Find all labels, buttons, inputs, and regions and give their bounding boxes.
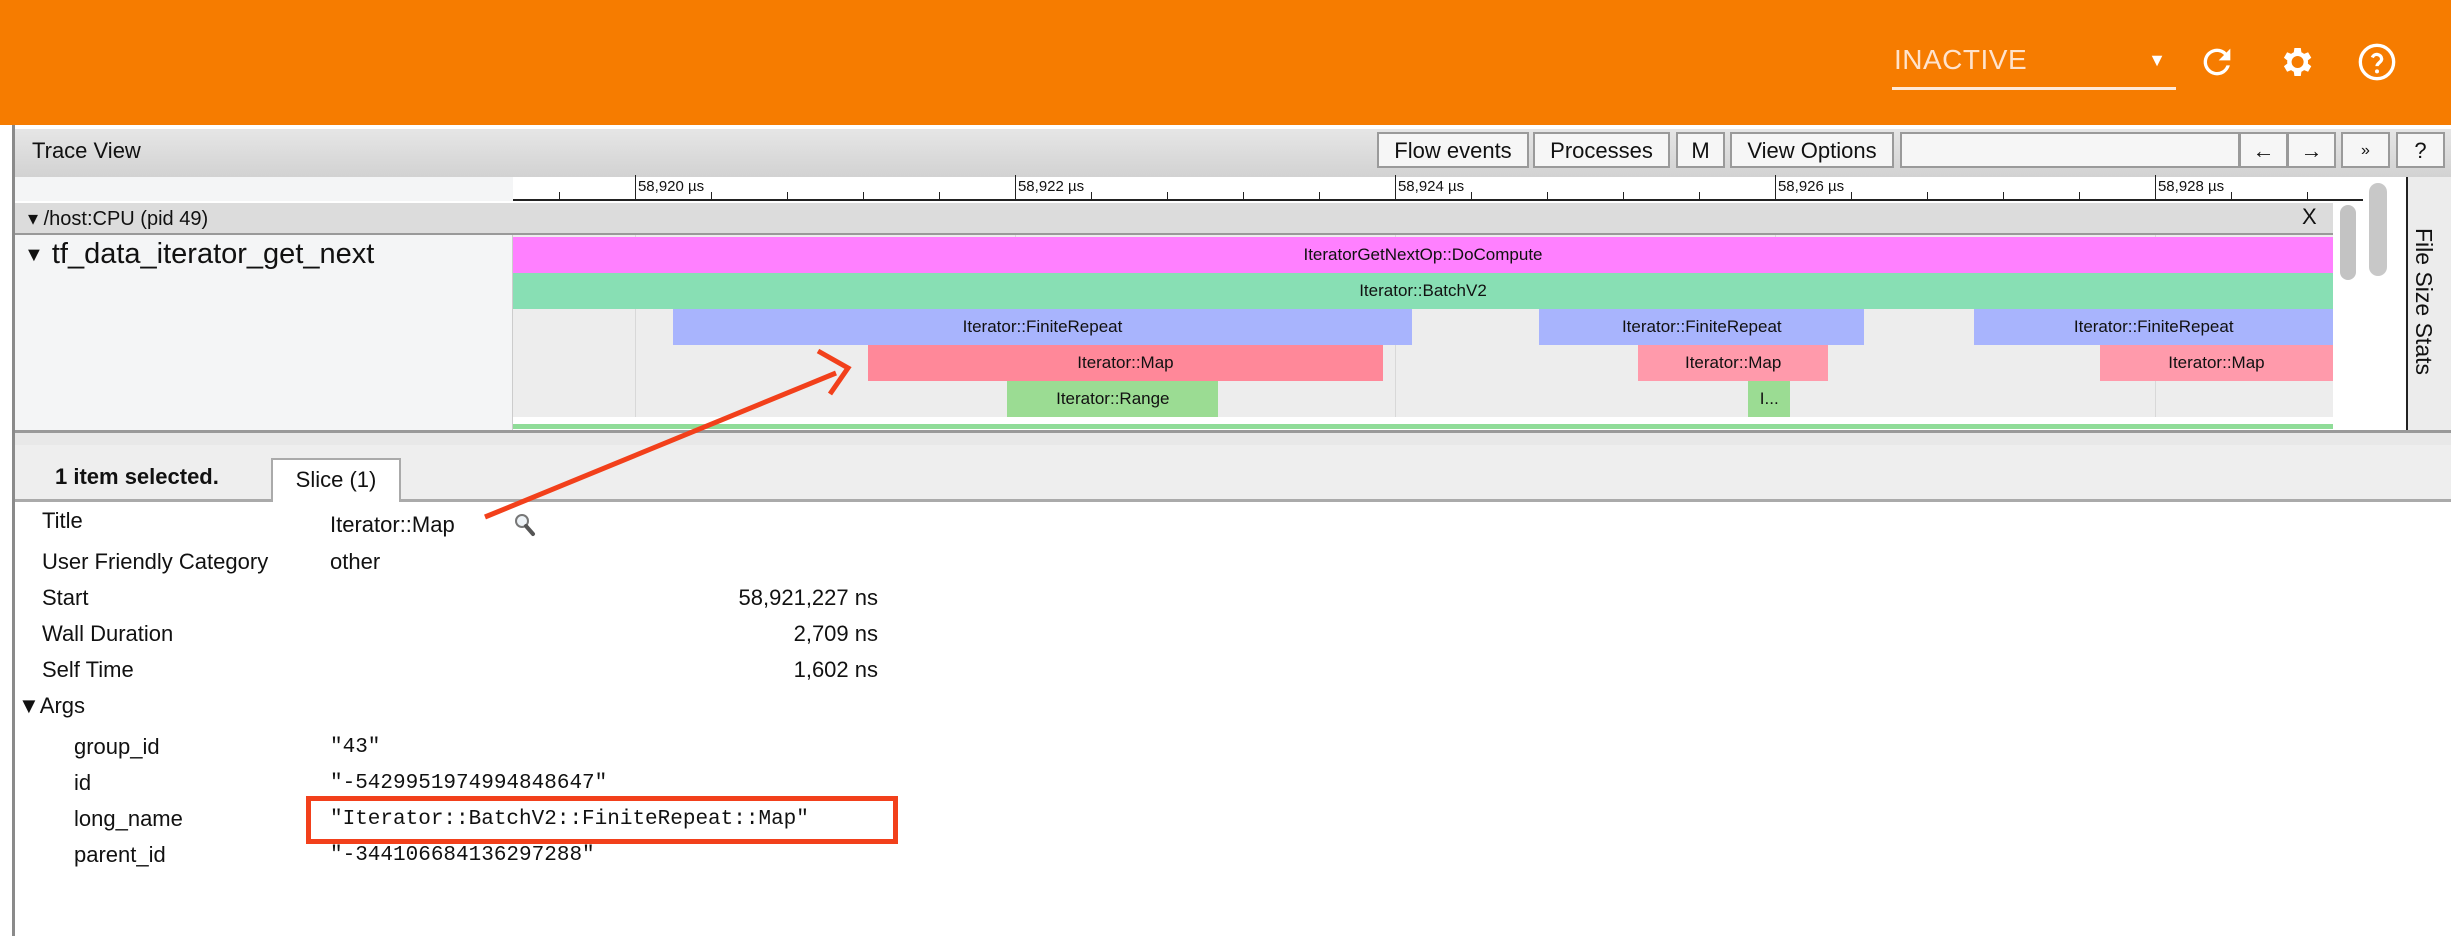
- arg-group-id-label: group_id: [74, 734, 160, 759]
- slice-iterator-map[interactable]: Iterator::Map: [1638, 345, 1829, 381]
- arg-group-id-value: "43": [330, 736, 381, 759]
- time-ruler[interactable]: 58,920 µs 58,922 µs 58,924 µs 58,926 µs 58,9…: [513, 175, 2363, 201]
- slice-iteratorgetnextop-docompute[interactable]: IteratorGetNextOp::DoCompute: [513, 237, 2333, 273]
- previous-match-button[interactable]: ←: [2239, 132, 2288, 168]
- arg-id-label: id: [74, 770, 92, 795]
- slice-iterator-map[interactable]: Iterator::Map: [868, 345, 1383, 381]
- ruler-major-tick: [1394, 175, 1397, 199]
- selection-summary: 1 item selected.: [55, 464, 219, 489]
- chevron-down-icon: ▼: [2148, 50, 2166, 70]
- details-panel-header: [15, 445, 2451, 502]
- top-app-bar: [0, 0, 2451, 125]
- grid-line: [634, 235, 636, 417]
- next-track-preview: [513, 424, 2333, 429]
- collapse-triangle-icon[interactable]: ▼: [24, 243, 44, 266]
- self-time-label: Self Time: [42, 657, 134, 682]
- ruler-minor-tick: [2002, 192, 2005, 199]
- slice-iterator-finiterepeat[interactable]: Iterator::FiniteRepeat: [672, 309, 1413, 345]
- refresh-icon[interactable]: [2197, 42, 2237, 82]
- gear-icon[interactable]: [2276, 42, 2316, 82]
- run-select-dropdown[interactable]: INACTIVE ▼: [1892, 40, 2176, 90]
- slice-iterator-batchv2[interactable]: Iterator::BatchV2: [513, 273, 2333, 309]
- ruler-major-tick: [2154, 175, 2157, 199]
- ruler-minor-tick: [1622, 192, 1625, 199]
- start-label: Start: [42, 585, 89, 610]
- processes-button[interactable]: Processes: [1533, 132, 1670, 168]
- panel-resize-handle[interactable]: [15, 430, 2451, 445]
- ruler-minor-tick: [1166, 192, 1169, 199]
- ruler-tick-label: 58,926 µs: [1777, 178, 1845, 195]
- track-header: [15, 235, 513, 430]
- help-circle-icon[interactable]: [2357, 42, 2397, 82]
- slice-iterator-range[interactable]: I...: [1748, 381, 1791, 417]
- ruler-minor-tick: [1470, 192, 1473, 199]
- ruler-minor-tick: [710, 192, 713, 199]
- file-size-stats-panel: [2406, 177, 2451, 430]
- arg-id-value: "-5429951974994848647": [330, 772, 608, 795]
- title-value[interactable]: Iterator::Map: [330, 512, 455, 537]
- ruler-major-tick: [1774, 175, 1777, 199]
- slice-iterator-finiterepeat[interactable]: Iterator::FiniteRepeat: [1974, 309, 2333, 345]
- ruler-minor-tick: [1546, 192, 1549, 199]
- slice-iterator-map[interactable]: Iterator::Map: [2099, 345, 2333, 381]
- args-toggle[interactable]: ▼Args: [18, 693, 86, 718]
- ruler-minor-tick: [1090, 192, 1093, 199]
- annotation-highlight-box: [306, 796, 898, 844]
- track-label[interactable]: ▼ tf_data_iterator_get_next: [24, 238, 374, 271]
- timeline-scrollbar[interactable]: [2369, 183, 2387, 276]
- ruler-minor-tick: [558, 192, 561, 199]
- ruler-tick-label: 58,920 µs: [637, 178, 705, 195]
- wall-duration-label: Wall Duration: [42, 621, 174, 646]
- tab-slice[interactable]: Slice (1): [271, 458, 401, 502]
- arg-parent-id-value: "-344106684136297288": [330, 844, 595, 867]
- track-name: tf_data_iterator_get_next: [51, 238, 375, 270]
- arg-parent-id-label: parent_id: [74, 842, 166, 867]
- view-options-button[interactable]: View Options: [1730, 132, 1894, 168]
- ruler-tick-label: 58,922 µs: [1017, 178, 1085, 195]
- arg-long-name-value: "Iterator::BatchV2::FiniteRepeat::Map": [330, 808, 809, 831]
- category-value: other: [330, 549, 381, 574]
- slice-iterator-finiterepeat[interactable]: Iterator::FiniteRepeat: [1539, 309, 1865, 345]
- arg-long-name-label: long_name: [74, 806, 183, 831]
- ruler-major-tick: [634, 175, 637, 199]
- track-slices-area[interactable]: IteratorGetNextOp::DoCompute Iterator::Ba…: [513, 235, 2333, 417]
- start-value: 58,921,227 ns: [738, 585, 878, 610]
- trace-view-title: Trace View: [32, 138, 141, 163]
- wall-duration-value: 2,709 ns: [793, 621, 878, 646]
- metadata-button[interactable]: M: [1676, 132, 1725, 168]
- process-close-button[interactable]: X: [2302, 204, 2317, 229]
- search-input[interactable]: [1900, 132, 2240, 168]
- ruler-minor-tick: [1926, 192, 1929, 199]
- file-size-stats-tab[interactable]: File Size Stats: [2411, 228, 2437, 375]
- category-label: User Friendly Category: [42, 549, 269, 574]
- ruler-minor-tick: [862, 192, 865, 199]
- track-scrollbar[interactable]: [2340, 205, 2356, 280]
- help-button[interactable]: ?: [2396, 132, 2445, 168]
- self-time-value: 1,602 ns: [793, 657, 878, 682]
- ruler-minor-tick: [786, 192, 789, 199]
- ruler-spacer: [15, 177, 513, 201]
- slice-iterator-range[interactable]: Iterator::Range: [1007, 381, 1219, 417]
- magnifier-icon[interactable]: [513, 512, 537, 543]
- process-header[interactable]: [15, 203, 2333, 235]
- ruler-minor-tick: [2306, 192, 2309, 199]
- process-label[interactable]: ▾ /host:CPU (pid 49): [28, 208, 209, 230]
- title-label: Title: [42, 508, 83, 533]
- ruler-minor-tick: [1698, 192, 1701, 199]
- ruler-minor-tick: [2078, 192, 2081, 199]
- ruler-minor-tick: [1850, 192, 1853, 199]
- run-select-value: INACTIVE: [1894, 44, 2028, 75]
- next-match-button[interactable]: →: [2287, 132, 2336, 168]
- more-button[interactable]: »: [2341, 132, 2390, 168]
- ruler-minor-tick: [938, 192, 941, 199]
- ruler-tick-label: 58,924 µs: [1397, 178, 1465, 195]
- ruler-major-tick: [1014, 175, 1017, 199]
- ruler-minor-tick: [1242, 192, 1245, 199]
- process-name: /host:CPU (pid 49): [43, 208, 209, 230]
- ruler-minor-tick: [2230, 192, 2233, 199]
- ruler-tick-label: 58,928 µs: [2157, 178, 2225, 195]
- ruler-minor-tick: [1318, 192, 1321, 199]
- flow-events-button[interactable]: Flow events: [1377, 132, 1529, 168]
